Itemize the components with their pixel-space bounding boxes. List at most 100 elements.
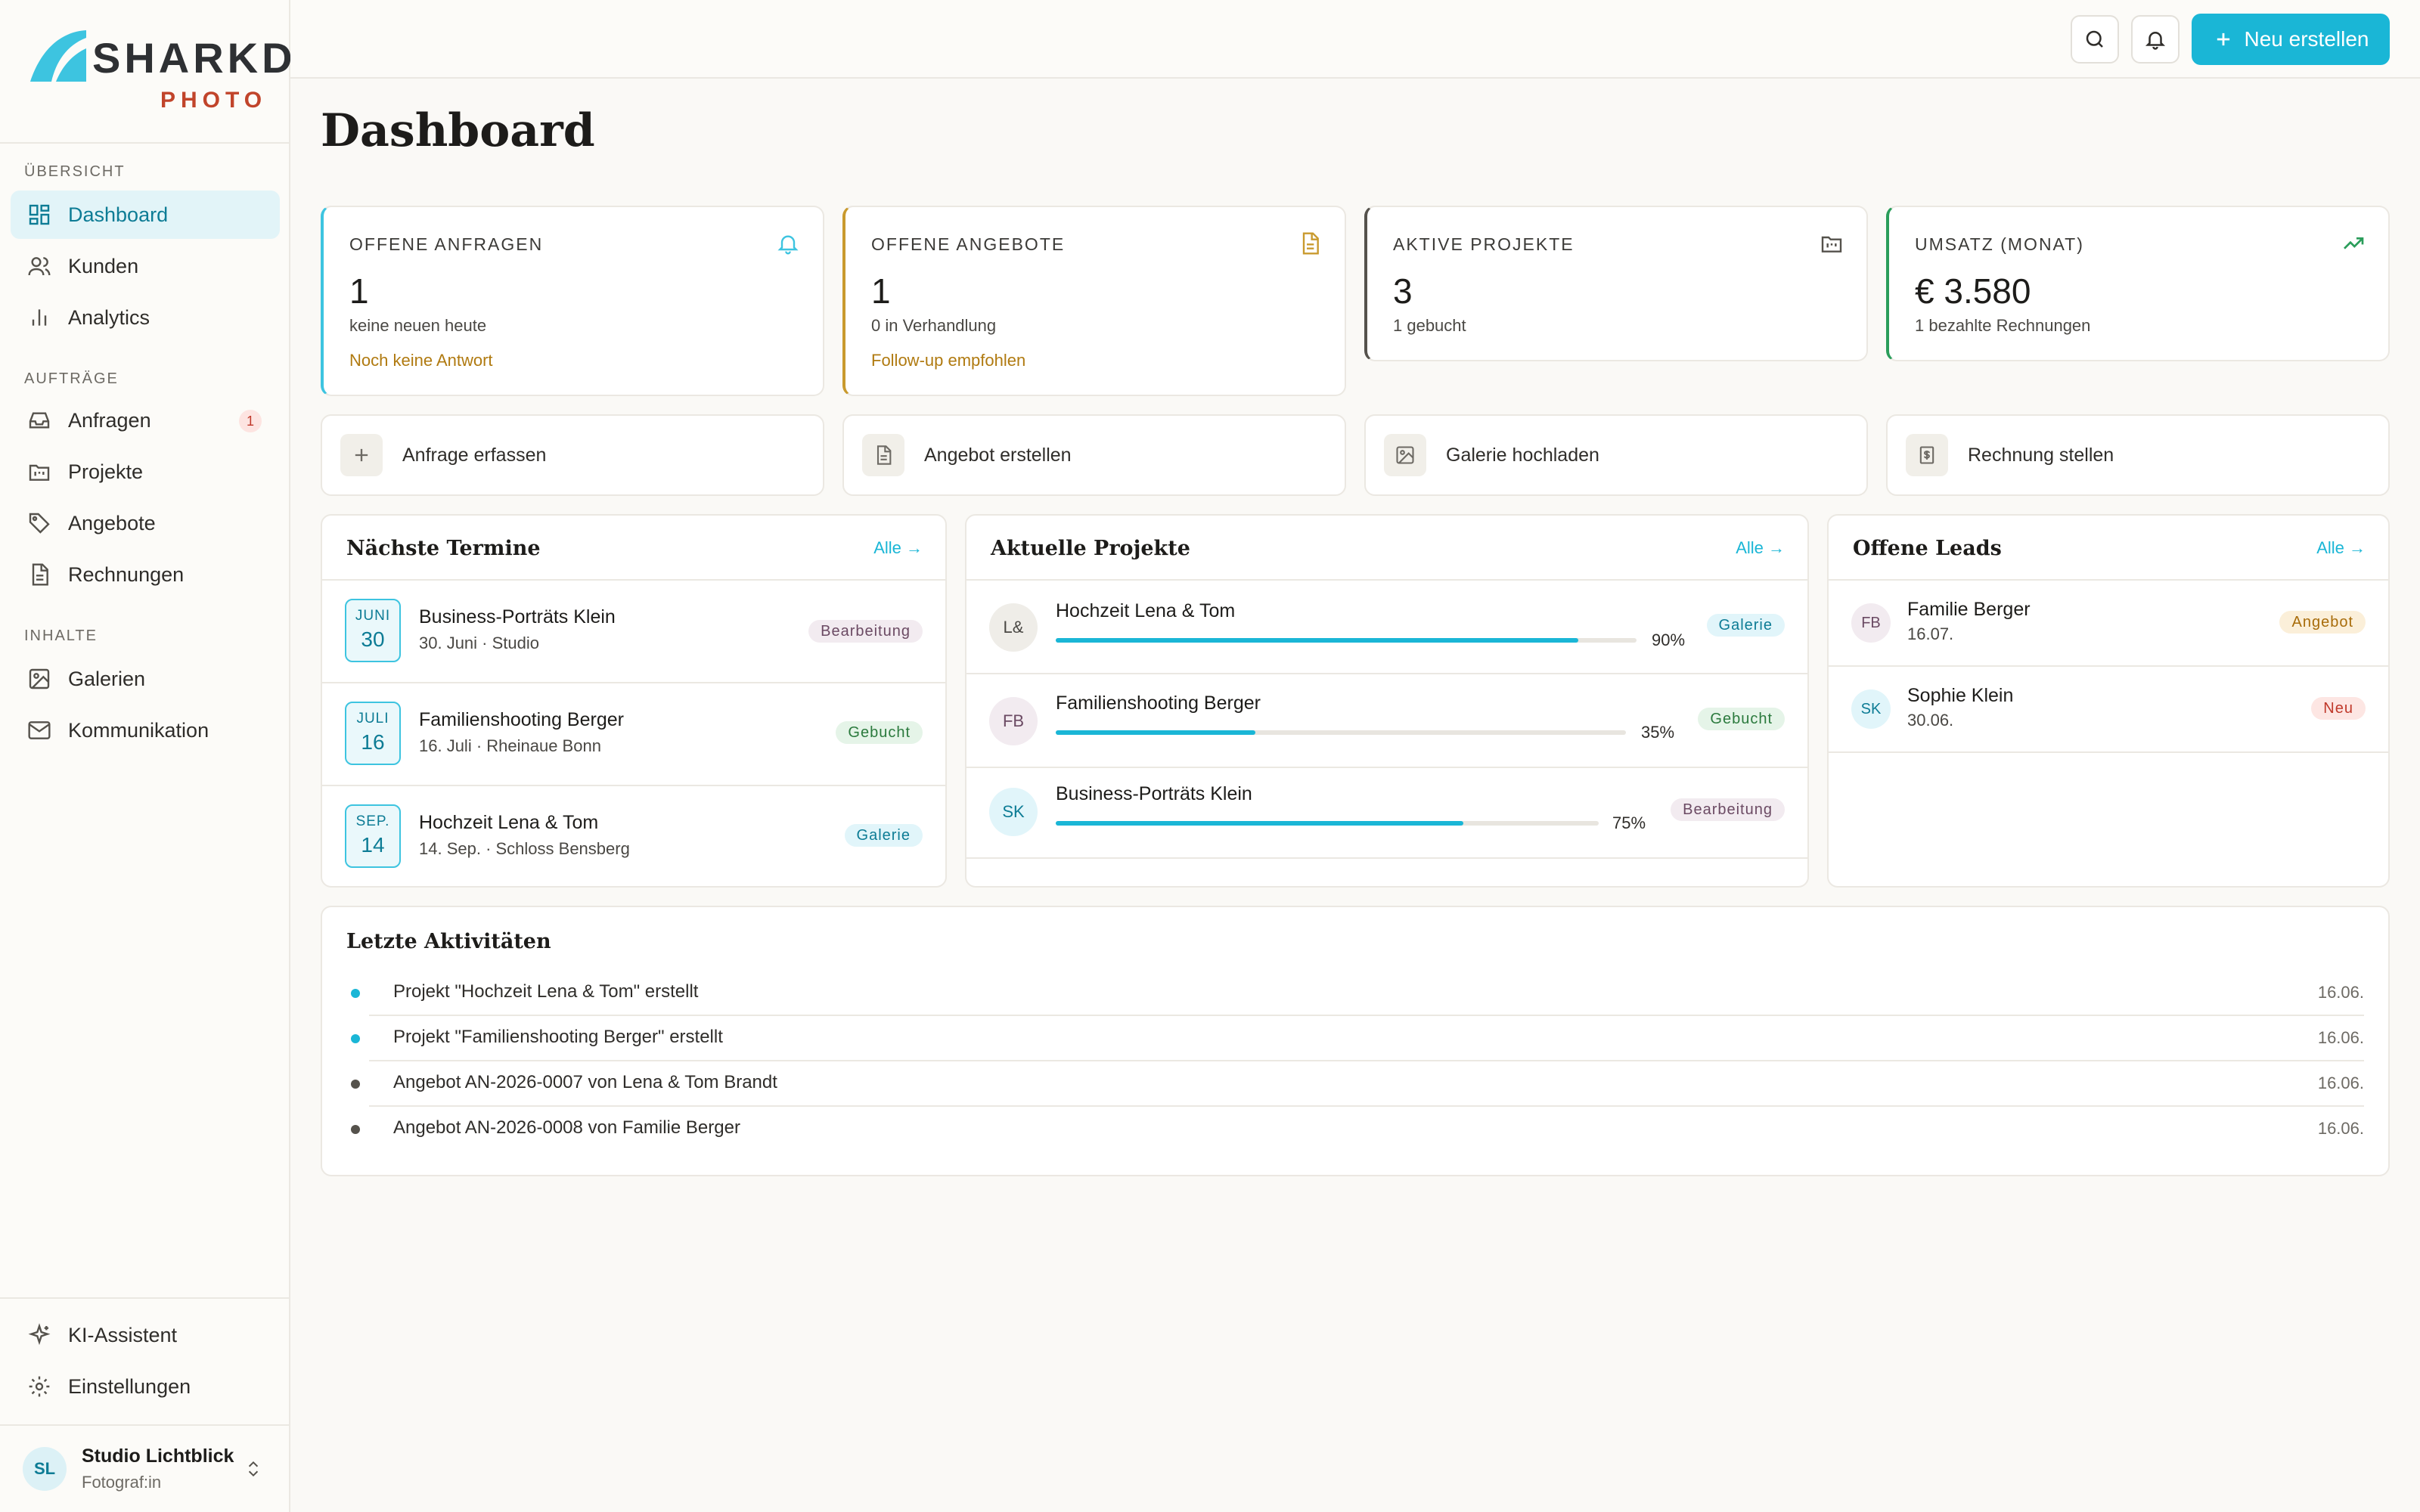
status-badge: Gebucht (836, 721, 923, 744)
search-button[interactable] (2071, 15, 2119, 64)
lead-row[interactable]: FB Familie Berger 16.07. Angebot (1829, 581, 2388, 665)
sidebar-item-ki-assistent[interactable]: KI-Assistent (11, 1311, 280, 1359)
sidebar-item-kommunikation[interactable]: Kommunikation (11, 706, 280, 754)
user-switcher[interactable]: SL Studio Lichtblick Fotograf:in (23, 1441, 272, 1494)
activity-row[interactable]: Angebot AN-2026-0007 von Lena & Tom Bran… (346, 1061, 2364, 1107)
divider (966, 673, 1807, 674)
status-badge: Neu (2311, 697, 2366, 720)
lead-date: 16.07. (1907, 624, 1954, 643)
stat-label: UMSATZ (MONAT) (1915, 234, 2084, 254)
view-all-link[interactable]: Alle → (1736, 538, 1785, 557)
activity-text: Angebot AN-2026-0007 von Lena & Tom Bran… (393, 1072, 777, 1092)
chevrons-up-down-icon (248, 1461, 259, 1477)
activity-row[interactable]: Projekt "Hochzeit Lena & Tom" erstellt 1… (346, 971, 2364, 1016)
sidebar-item-label: Projekte (68, 460, 144, 483)
date-month: JULI (356, 711, 389, 727)
brand-logo[interactable]: SHARKD PHOTO (26, 29, 293, 115)
date-day: 30 (361, 627, 385, 651)
new-create-button[interactable]: Neu erstellen (2192, 14, 2390, 65)
progress-percent: 75% (1612, 813, 1646, 832)
appointment-row[interactable]: SEP. 14 Hochzeit Lena & Tom 14. Sep. · S… (322, 786, 945, 888)
grid-icon (29, 204, 50, 225)
topbar: Neu erstellen (290, 0, 2420, 79)
brand-sub: PHOTO (160, 88, 268, 113)
project-row[interactable]: L& Hochzeit Lena & Tom 90% Galerie (966, 581, 1807, 673)
divider (369, 1105, 2364, 1107)
sidebar-item-label: Kunden (68, 254, 139, 277)
stat-card-revenue[interactable]: UMSATZ (MONAT) € 3.580 1 bezahlte Rechnu… (1886, 206, 2390, 361)
user-name: Studio Lichtblick (82, 1445, 234, 1467)
sidebar-item-label: Analytics (68, 305, 150, 329)
panel-upcoming-appointments: Nächste Termine Alle → JUNI 30 Business-… (321, 514, 947, 888)
document-icon (1302, 232, 1319, 255)
sidebar-item-label: Einstellungen (68, 1374, 191, 1398)
divider (369, 1060, 2364, 1061)
plus-icon (2217, 33, 2229, 46)
panel-header: Nächste Termine Alle → (322, 516, 945, 581)
quick-action-icon-box (1384, 434, 1426, 476)
stat-label: AKTIVE PROJEKTE (1393, 234, 1575, 254)
date-badge: JULI 16 (345, 702, 401, 765)
view-all-link[interactable]: Alle → (873, 538, 923, 557)
stat-card-active-projects[interactable]: AKTIVE PROJEKTE 3 1 gebucht (1364, 206, 1868, 361)
status-badge: Galerie (844, 824, 923, 847)
quick-action-icon-box (340, 434, 383, 476)
avatar: SL (23, 1447, 67, 1491)
sidebar-item-dashboard[interactable]: Dashboard (11, 191, 280, 239)
status-badge: Bearbeitung (808, 620, 923, 643)
notifications-button[interactable] (2131, 15, 2180, 64)
users-icon (28, 257, 51, 276)
activity-date: 16.06. (2317, 1119, 2364, 1138)
progress-percent: 35% (1641, 723, 1675, 742)
quick-action-create-invoice[interactable]: Rechnung stellen (1886, 414, 2390, 496)
quick-action-create-offer[interactable]: Angebot erstellen (842, 414, 1346, 496)
sidebar-item-kunden[interactable]: Kunden (11, 242, 280, 290)
view-all-link[interactable]: Alle → (2316, 538, 2366, 557)
divider (966, 857, 1807, 859)
activity-row[interactable]: Angebot AN-2026-0008 von Familie Berger … (346, 1107, 2364, 1152)
quick-action-upload-gallery[interactable]: Galerie hochladen (1364, 414, 1868, 496)
sidebar-item-label: Anfragen (68, 408, 151, 432)
sidebar-item-einstellungen[interactable]: Einstellungen (11, 1362, 280, 1411)
section-label-overview: ÜBERSICHT (24, 163, 126, 180)
panel-header: Aktuelle Projekte Alle → (966, 516, 1807, 581)
appointment-row[interactable]: JULI 16 Familienshooting Berger 16. Juli… (322, 683, 945, 785)
stat-label: OFFENE ANFRAGEN (349, 234, 544, 254)
project-avatar: L& (989, 603, 1038, 652)
stat-value: 3 (1393, 271, 1413, 311)
activity-text: Angebot AN-2026-0008 von Familie Berger (393, 1117, 740, 1138)
appointment-row[interactable]: JUNI 30 Business-Porträts Klein 30. Juni… (322, 581, 945, 682)
quick-action-icon-box (862, 434, 904, 476)
project-avatar: FB (989, 697, 1038, 745)
panel-title: Aktuelle Projekte (991, 537, 1190, 560)
project-row[interactable]: SK Business-Porträts Klein 75% Bearbeitu… (966, 768, 1807, 860)
status-badge: Galerie (1706, 614, 1785, 637)
appointment-title: Business-Porträts Klein (419, 606, 616, 627)
project-row[interactable]: FB Familienshooting Berger 35% Gebucht (966, 674, 1807, 767)
sidebar-item-analytics[interactable]: Analytics (11, 293, 280, 342)
stat-value: 1 (871, 271, 891, 311)
divider (0, 1424, 290, 1426)
divider (369, 1015, 2364, 1016)
receipt-icon (1919, 446, 1934, 464)
activity-dot (351, 1034, 360, 1043)
sidebar-item-rechnungen[interactable]: Rechnungen (11, 550, 280, 599)
activity-row[interactable]: Projekt "Familienshooting Berger" erstel… (346, 1016, 2364, 1061)
project-avatar: SK (989, 788, 1038, 836)
sidebar-item-galerien[interactable]: Galerien (11, 655, 280, 703)
status-badge: Bearbeitung (1671, 798, 1785, 821)
stat-hint: Noch keine Antwort (349, 351, 493, 370)
folder-kanban-icon (29, 464, 50, 481)
activity-text: Projekt "Hochzeit Lena & Tom" erstellt (393, 981, 699, 1002)
project-title: Familienshooting Berger (1056, 692, 1261, 714)
sidebar-item-anfragen[interactable]: Anfragen 1 (11, 396, 280, 445)
sidebar-item-angebote[interactable]: Angebote (11, 499, 280, 547)
stat-card-open-offers[interactable]: OFFENE ANGEBOTE 1 0 in Verhandlung Follo… (842, 206, 1346, 396)
quick-action-new-request[interactable]: Anfrage erfassen (321, 414, 824, 496)
panel-title: Offene Leads (1853, 537, 2002, 560)
stat-card-open-requests[interactable]: OFFENE ANFRAGEN 1 keine neuen heute Noch… (321, 206, 824, 396)
activity-date: 16.06. (2317, 1074, 2364, 1092)
lead-row[interactable]: SK Sophie Klein 30.06. Neu (1829, 667, 2388, 751)
sidebar-item-projekte[interactable]: Projekte (11, 448, 280, 496)
progress-bar (1056, 638, 1637, 643)
